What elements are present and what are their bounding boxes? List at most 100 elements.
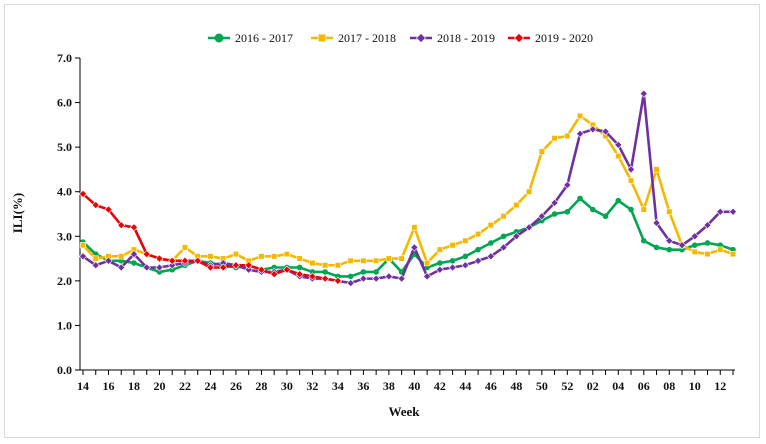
- data-point-marker: [627, 165, 636, 174]
- data-point-marker: [296, 255, 303, 262]
- data-point-marker: [576, 129, 585, 138]
- x-tick-label: 48: [510, 379, 522, 393]
- chart-frame: [4, 4, 760, 438]
- data-point-marker: [614, 140, 623, 149]
- data-point-marker: [500, 233, 507, 240]
- series-2019-2020: [78, 189, 342, 285]
- data-point-marker: [525, 223, 534, 232]
- data-point-marker: [475, 246, 481, 253]
- data-point-marker: [615, 197, 622, 204]
- data-point-marker: [169, 266, 176, 273]
- data-point-marker: [640, 237, 647, 244]
- data-point-marker: [347, 257, 354, 264]
- series-line: [82, 114, 734, 267]
- data-point-marker: [117, 263, 126, 272]
- data-point-marker: [564, 132, 571, 140]
- data-point-marker: [487, 222, 494, 229]
- data-point-marker: [499, 243, 508, 252]
- x-tick-label: 20: [153, 379, 165, 393]
- data-point-marker: [665, 236, 674, 245]
- data-point-marker: [639, 89, 648, 98]
- data-point-marker: [321, 274, 330, 283]
- x-tick-label: 40: [408, 379, 420, 393]
- data-point-marker: [628, 206, 634, 213]
- data-point-marker: [488, 240, 494, 246]
- data-point-marker: [283, 251, 291, 258]
- data-point-marker: [652, 218, 661, 227]
- x-tick-label: 24: [204, 379, 216, 393]
- data-point-marker: [129, 250, 139, 259]
- data-point-marker: [588, 125, 597, 134]
- data-point-marker: [462, 253, 469, 260]
- data-point-marker: [372, 274, 381, 283]
- data-point-marker: [131, 260, 137, 266]
- data-point-marker: [335, 273, 341, 280]
- data-point-marker: [322, 262, 329, 269]
- legend-item: 2017 - 2018: [311, 31, 396, 45]
- data-point-marker: [309, 269, 316, 275]
- legend-item: 2016 - 2017: [208, 31, 293, 45]
- data-point-marker: [435, 265, 444, 274]
- data-point-marker: [334, 262, 342, 269]
- data-point-marker: [91, 261, 100, 270]
- x-tick-label: 12: [714, 379, 726, 393]
- data-point-marker: [703, 221, 712, 230]
- data-point-marker: [360, 269, 367, 275]
- legend-item: 2018 - 2019: [410, 31, 495, 45]
- data-point-marker: [729, 251, 737, 258]
- data-point-marker: [270, 270, 279, 279]
- data-point-marker: [576, 112, 584, 120]
- data-point-marker: [437, 260, 443, 266]
- plot-series: [78, 89, 738, 288]
- data-point-marker: [436, 246, 443, 253]
- data-point-marker: [317, 33, 327, 43]
- data-point-marker: [360, 257, 367, 264]
- series-2016-2017: [80, 195, 736, 280]
- data-point-marker: [168, 261, 177, 270]
- data-point-marker: [142, 250, 151, 259]
- data-point-marker: [155, 254, 164, 263]
- legend: 2016 - 2017 2017 - 2018 2018 - 2019 2019 - …: [208, 31, 593, 45]
- data-point-marker: [271, 264, 277, 271]
- data-point-marker: [308, 272, 317, 281]
- data-point-marker: [231, 261, 240, 270]
- data-point-marker: [295, 270, 304, 279]
- series-2018-2019: [78, 89, 738, 288]
- data-point-marker: [690, 232, 699, 241]
- x-tick-label: 34: [332, 379, 344, 393]
- x-tick-label: 42: [434, 379, 446, 393]
- y-tick-label: 3.0: [57, 229, 72, 243]
- data-point-marker: [118, 253, 125, 260]
- data-point-marker: [602, 213, 609, 220]
- data-point-marker: [385, 255, 392, 262]
- data-point-marker: [244, 261, 253, 270]
- data-point-marker: [666, 208, 673, 215]
- data-point-marker: [537, 212, 546, 221]
- x-tick-label: 16: [102, 379, 114, 393]
- data-point-marker: [513, 201, 520, 209]
- data-point-marker: [398, 255, 405, 262]
- data-point-marker: [627, 177, 635, 184]
- x-tick-label: 22: [179, 379, 191, 393]
- data-point-marker: [728, 207, 738, 216]
- data-point-marker: [271, 253, 278, 260]
- data-point-marker: [244, 265, 253, 274]
- data-point-marker: [155, 263, 164, 272]
- data-point-marker: [78, 252, 88, 261]
- data-point-marker: [486, 252, 495, 261]
- data-point-marker: [156, 269, 163, 275]
- data-point-marker: [142, 263, 151, 272]
- data-point-marker: [500, 213, 507, 220]
- y-tick-label: 2.0: [57, 274, 72, 288]
- data-point-marker: [282, 265, 291, 274]
- data-point-marker: [538, 148, 545, 155]
- data-point-marker: [564, 208, 571, 215]
- data-point-marker: [449, 258, 456, 264]
- data-point-marker: [666, 246, 673, 253]
- x-tick-label: 32: [306, 379, 318, 393]
- x-tick-label: 26: [230, 379, 242, 393]
- y-tick-label: 4.0: [57, 185, 72, 199]
- legend-label: 2018 - 2019: [437, 31, 495, 45]
- data-point-marker: [677, 241, 687, 250]
- data-point-marker: [181, 244, 189, 251]
